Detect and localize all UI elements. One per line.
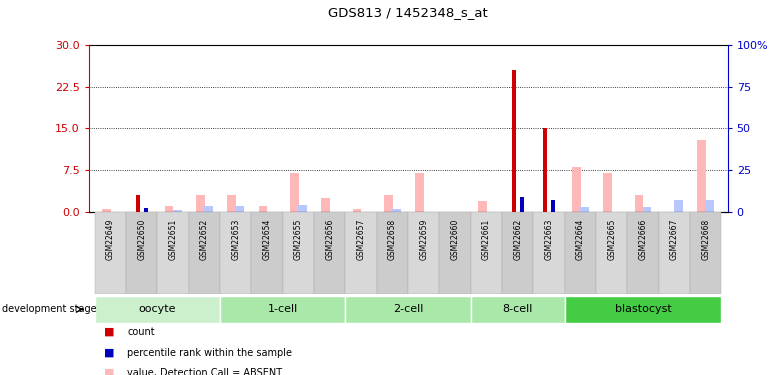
Bar (252, 212, 283, 294)
Bar (346, 296, 470, 323)
Bar (220, 212, 252, 294)
Bar (392, 209, 401, 212)
Bar (415, 173, 424, 212)
Bar (543, 128, 547, 212)
Text: GSM22649: GSM22649 (106, 219, 115, 260)
Bar (698, 140, 706, 212)
Text: percentile rank within the sample: percentile rank within the sample (127, 348, 292, 357)
Bar (551, 200, 555, 212)
Text: GSM22666: GSM22666 (638, 219, 648, 260)
Bar (564, 212, 596, 294)
Bar (102, 209, 111, 212)
Bar (95, 296, 220, 323)
Bar (173, 210, 182, 212)
Bar (204, 206, 213, 212)
Bar (520, 197, 524, 212)
Bar (220, 296, 346, 323)
Text: ■: ■ (104, 327, 115, 337)
Bar (290, 173, 299, 212)
Bar (189, 212, 220, 294)
Text: GSM22668: GSM22668 (701, 219, 710, 260)
Text: value, Detection Call = ABSENT: value, Detection Call = ABSENT (127, 368, 282, 375)
Text: GSM22665: GSM22665 (608, 219, 616, 260)
Bar (126, 212, 158, 294)
Bar (408, 212, 440, 294)
Text: GSM22667: GSM22667 (670, 219, 679, 260)
Bar (470, 212, 502, 294)
Text: ■: ■ (104, 348, 115, 357)
Text: 8-cell: 8-cell (503, 304, 533, 314)
Text: GSM22651: GSM22651 (169, 219, 178, 260)
Text: blastocyst: blastocyst (614, 304, 671, 314)
Bar (196, 195, 205, 212)
Text: ■: ■ (104, 368, 115, 375)
Bar (321, 198, 330, 212)
Text: GSM22655: GSM22655 (294, 219, 303, 260)
Text: GDS813 / 1452348_s_at: GDS813 / 1452348_s_at (328, 6, 488, 19)
Bar (596, 212, 628, 294)
Bar (478, 201, 487, 212)
Text: GSM22662: GSM22662 (514, 219, 522, 260)
Bar (377, 212, 408, 294)
Bar (283, 212, 314, 294)
Bar (136, 195, 140, 212)
Text: GSM22650: GSM22650 (137, 219, 146, 260)
Bar (353, 209, 361, 212)
Text: 2-cell: 2-cell (393, 304, 424, 314)
Bar (658, 212, 690, 294)
Text: GSM22652: GSM22652 (200, 219, 209, 260)
Text: count: count (127, 327, 155, 337)
Text: GSM22659: GSM22659 (419, 219, 428, 260)
Bar (690, 212, 721, 294)
Text: GSM22664: GSM22664 (576, 219, 585, 260)
Bar (534, 212, 564, 294)
Bar (227, 195, 236, 212)
Bar (346, 212, 377, 294)
Bar (564, 296, 721, 323)
Bar (259, 206, 267, 212)
Bar (634, 195, 643, 212)
Bar (470, 296, 564, 323)
Text: GSM22661: GSM22661 (482, 219, 491, 260)
Bar (384, 195, 393, 212)
Bar (628, 212, 658, 294)
Bar (165, 206, 173, 212)
Text: GSM22658: GSM22658 (388, 219, 397, 260)
Bar (95, 212, 126, 294)
Bar (580, 207, 589, 212)
Bar (144, 208, 148, 212)
Bar (511, 70, 516, 212)
Bar (158, 212, 189, 294)
Bar (502, 212, 534, 294)
Bar (604, 173, 612, 212)
Bar (643, 207, 651, 212)
Text: GSM22663: GSM22663 (544, 219, 554, 260)
Bar (236, 206, 244, 212)
Text: 1-cell: 1-cell (268, 304, 298, 314)
Text: GSM22657: GSM22657 (357, 219, 366, 260)
Bar (675, 200, 683, 212)
Bar (298, 205, 306, 212)
Text: oocyte: oocyte (139, 304, 176, 314)
Bar (440, 212, 470, 294)
Bar (705, 200, 714, 212)
Text: GSM22654: GSM22654 (263, 219, 272, 260)
Text: GSM22653: GSM22653 (231, 219, 240, 260)
Text: development stage: development stage (2, 304, 97, 314)
Text: GSM22660: GSM22660 (450, 219, 460, 260)
Bar (314, 212, 346, 294)
Text: GSM22656: GSM22656 (325, 219, 334, 260)
Bar (572, 167, 581, 212)
